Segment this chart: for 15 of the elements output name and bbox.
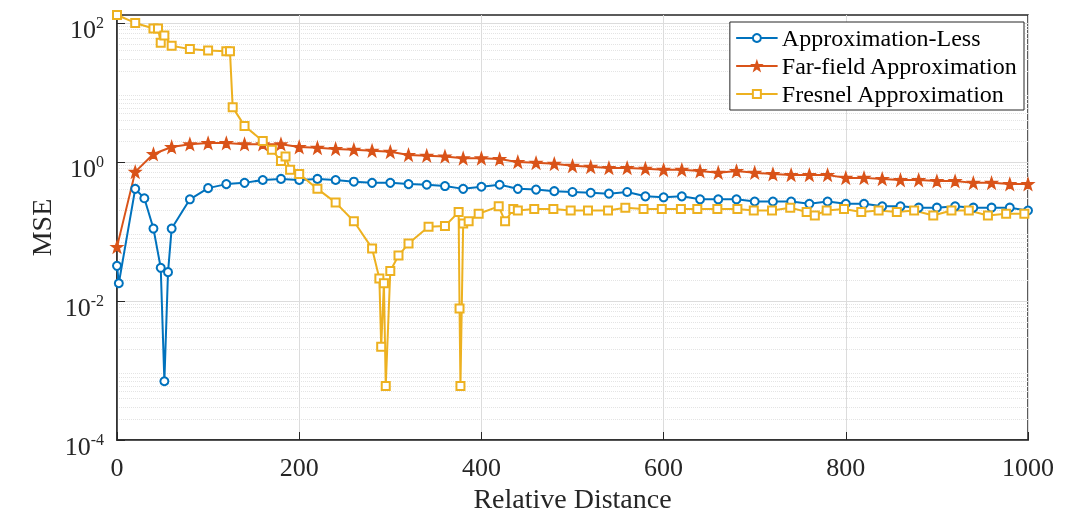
x-tick-label: 1000 <box>1002 452 1054 482</box>
x-axis-title: Relative Distance <box>473 483 672 515</box>
legend-label: Far-field Approximation <box>781 53 1017 79</box>
x-tick-label: 600 <box>644 452 684 482</box>
y-tick-label: 10$^{-4}$ <box>64 430 104 462</box>
x-tick-label: 800 <box>826 452 866 482</box>
x-tick-label: 400 <box>461 452 501 482</box>
legend-label: Fresnel Approximation <box>781 81 1004 107</box>
x-tick-label: 0 <box>110 452 124 482</box>
y-tick-label: 10$^{2}$ <box>70 12 104 45</box>
x-tick-label: 200 <box>279 452 319 482</box>
y-tick-label: 10$^{0}$ <box>70 151 104 184</box>
legend-label: Approximation-Less <box>781 25 981 51</box>
y-tick-label: 10$^{-2}$ <box>64 290 104 323</box>
y-axis-title: MSE <box>25 198 57 257</box>
